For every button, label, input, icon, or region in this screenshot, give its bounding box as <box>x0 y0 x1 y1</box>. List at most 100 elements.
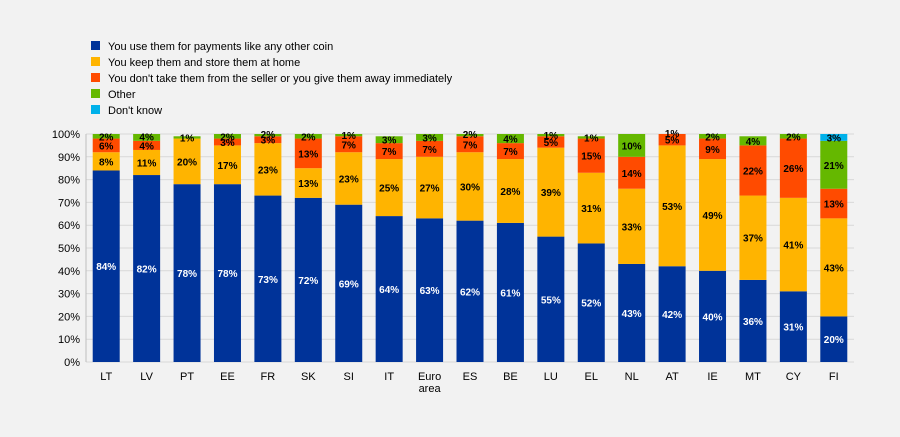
y-tick-label: 70% <box>58 197 80 209</box>
data-label-1-4: 23% <box>258 165 278 176</box>
data-label-1-9: 30% <box>460 182 480 193</box>
data-label-3-13: 10% <box>622 141 642 152</box>
bar-segment-0-16 <box>739 279 767 362</box>
data-label-1-11: 39% <box>541 188 561 199</box>
data-label-3-16: 4% <box>746 137 761 148</box>
bar-segment-2-11 <box>537 136 565 148</box>
bar-segment-2-12 <box>577 138 605 173</box>
x-tick-label-18: FI <box>829 371 839 383</box>
data-label-3-9: 2% <box>463 130 478 141</box>
bar-segment-0-4 <box>254 195 282 362</box>
bar-segment-3-3 <box>213 134 241 139</box>
data-label-1-6: 23% <box>339 174 359 185</box>
bar-segment-0-6 <box>335 204 363 362</box>
x-tick-label-5: SK <box>301 371 316 383</box>
bar-segment-0-5 <box>294 197 322 362</box>
bar-segment-1-2 <box>173 138 201 185</box>
bar-segment-1-11 <box>537 147 565 237</box>
data-label-1-3: 17% <box>217 161 237 172</box>
legend-label-0: You use them for payments like any other… <box>108 41 333 53</box>
bar-segment-1-6 <box>335 152 363 205</box>
data-label-2-17: 26% <box>783 164 803 175</box>
y-tick-label: 10% <box>58 334 80 346</box>
bar-segment-2-6 <box>335 136 363 153</box>
data-label-3-18: 21% <box>824 161 844 172</box>
data-label-2-15: 9% <box>705 145 720 156</box>
bar-segment-1-8 <box>416 156 444 219</box>
data-label-0-11: 55% <box>541 295 561 306</box>
data-label-3-15: 2% <box>705 132 720 143</box>
data-label-2-0: 6% <box>99 141 114 152</box>
data-label-0-4: 73% <box>258 275 278 286</box>
bar-segment-0-18 <box>820 316 848 362</box>
bar-segment-2-10 <box>496 143 524 160</box>
x-tick-label-15: IE <box>707 371 717 383</box>
bar-segment-0-8 <box>416 218 444 362</box>
bar-segment-3-5 <box>294 134 322 139</box>
bars: 84%8%6%2%82%11%4%4%78%20%1%78%17%3%2%73%… <box>92 129 848 362</box>
bar-segment-2-3 <box>213 138 241 146</box>
legend-label-3: Other <box>108 89 136 101</box>
data-label-2-16: 22% <box>743 166 763 177</box>
data-label-2-6: 7% <box>342 140 357 151</box>
x-tick-label-11: LU <box>544 371 558 383</box>
bar-segment-2-4 <box>254 136 282 144</box>
bar-segment-0-2 <box>173 184 201 362</box>
bar-segment-1-1 <box>133 149 161 176</box>
data-label-3-11: 1% <box>544 131 559 142</box>
data-label-3-6: 1% <box>342 131 357 142</box>
data-label-0-7: 64% <box>379 285 399 296</box>
bar-segment-2-7 <box>375 143 403 160</box>
legend-swatch-4 <box>91 105 100 114</box>
data-label-1-7: 25% <box>379 184 399 195</box>
data-label-3-14: 1% <box>665 129 680 140</box>
bar-segment-2-5 <box>294 138 322 169</box>
data-label-2-13: 14% <box>622 169 642 180</box>
data-label-0-1: 82% <box>137 265 157 276</box>
bar-segment-0-7 <box>375 216 403 362</box>
bar-segment-3-12 <box>577 136 605 139</box>
bar-segment-1-17 <box>779 197 807 292</box>
data-label-1-5: 13% <box>298 179 318 190</box>
bar-segment-3-11 <box>537 134 565 137</box>
y-tick-label: 60% <box>58 220 80 232</box>
data-label-1-18: 43% <box>824 263 844 274</box>
x-tick-label-7: IT <box>384 371 394 383</box>
x-tick-label-14: AT <box>665 371 679 383</box>
x-tick-label-8: area <box>419 383 442 395</box>
data-label-0-12: 52% <box>581 299 601 310</box>
bar-segment-0-13 <box>618 263 646 362</box>
x-tick-label-3: EE <box>220 371 235 383</box>
data-label-3-7: 3% <box>382 136 397 147</box>
x-tick-label-17: CY <box>786 371 802 383</box>
bar-segment-3-0 <box>92 134 120 139</box>
data-label-3-10: 4% <box>503 135 518 146</box>
bar-segment-3-4 <box>254 134 282 137</box>
bar-segment-1-5 <box>294 168 322 198</box>
bar-segment-3-8 <box>416 134 444 141</box>
data-label-1-17: 41% <box>783 241 803 252</box>
bar-segment-0-10 <box>496 222 524 362</box>
data-label-0-14: 42% <box>662 310 682 321</box>
legend-label-1: You keep them and store them at home <box>108 57 300 69</box>
data-label-3-0: 2% <box>99 132 114 143</box>
data-label-2-18: 13% <box>824 200 844 211</box>
bar-segment-0-3 <box>213 184 241 362</box>
bar-segment-3-1 <box>133 134 161 141</box>
bar-segment-2-1 <box>133 140 161 150</box>
bar-segment-3-6 <box>335 134 363 137</box>
bar-segment-4-18 <box>820 134 848 141</box>
data-label-0-5: 72% <box>298 276 318 287</box>
x-tick-label-8: Euro <box>418 371 441 383</box>
data-label-2-9: 7% <box>463 140 478 151</box>
bar-segment-3-9 <box>456 134 484 137</box>
data-label-1-0: 8% <box>99 157 114 168</box>
legend-label-2: You don't take them from the seller or y… <box>108 73 453 85</box>
bar-segment-3-7 <box>375 136 403 144</box>
bar-segment-2-0 <box>92 138 120 153</box>
data-label-0-17: 31% <box>783 323 803 334</box>
bar-segment-1-7 <box>375 159 403 217</box>
data-label-1-13: 33% <box>622 222 642 233</box>
